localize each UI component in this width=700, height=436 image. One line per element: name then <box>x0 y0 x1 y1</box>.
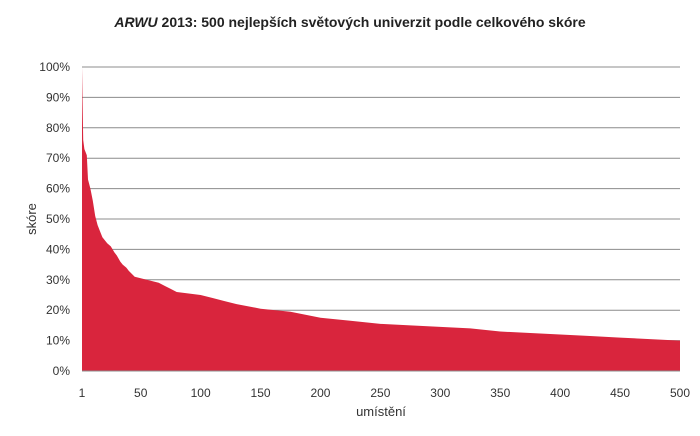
x-tick-label: 200 <box>310 386 330 400</box>
y-tick-label: 10% <box>46 334 70 348</box>
x-axis-label: umístění <box>356 404 406 419</box>
y-tick-label: 20% <box>46 303 70 317</box>
y-tick-label: 70% <box>46 151 70 165</box>
series-area-fill <box>82 67 680 371</box>
series-area <box>82 67 680 371</box>
x-tick-label: 350 <box>490 386 510 400</box>
x-tick-label: 400 <box>550 386 570 400</box>
y-tick-label: 100% <box>39 60 70 74</box>
x-tick-label: 150 <box>251 386 271 400</box>
x-tick-label: 300 <box>430 386 450 400</box>
y-tick-label: 80% <box>46 121 70 135</box>
x-tick-label: 1 <box>79 386 86 400</box>
x-tick-label: 50 <box>134 386 148 400</box>
y-axis-ticks: 0% 10% 20% 30% 40% 50% 60% 70% 80% 90% 100% <box>39 60 70 378</box>
y-tick-label: 90% <box>46 90 70 104</box>
y-tick-label: 0% <box>53 364 71 378</box>
y-tick-label: 60% <box>46 182 70 196</box>
x-tick-label: 250 <box>370 386 390 400</box>
chart-title-rest: 2013: 500 nejlepších světových univerzit… <box>157 14 586 30</box>
x-tick-label: 450 <box>610 386 630 400</box>
x-axis-ticks: 1 50 100 150 200 250 300 350 400 450 500 <box>79 386 691 400</box>
x-tick-label: 100 <box>191 386 211 400</box>
chart-title-italic: ARWU <box>114 14 158 30</box>
y-axis-label: skóre <box>24 203 39 235</box>
x-tick-label: 500 <box>670 386 690 400</box>
y-tick-label: 50% <box>46 212 70 226</box>
chart-title: ARWU 2013: 500 nejlepších světových univ… <box>0 14 700 30</box>
y-tick-label: 40% <box>46 242 70 256</box>
y-tick-label: 30% <box>46 273 70 287</box>
